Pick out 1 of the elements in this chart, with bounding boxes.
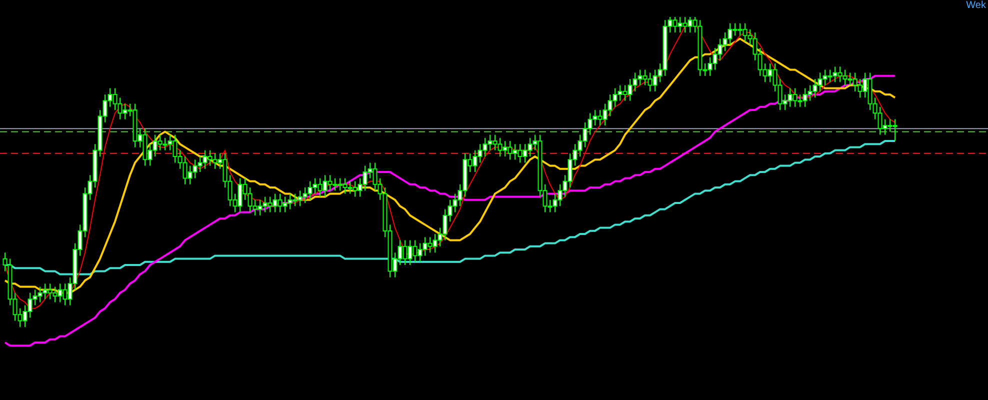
- text: Wek: [966, 0, 987, 11]
